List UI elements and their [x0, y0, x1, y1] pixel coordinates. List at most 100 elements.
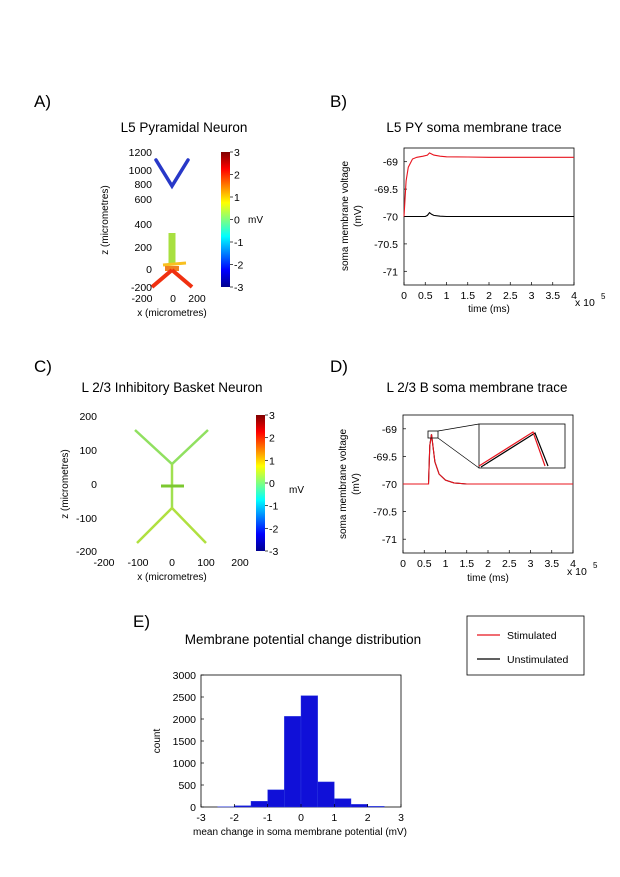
- panel-d-title: L 2/3 B soma membrane trace: [386, 380, 567, 395]
- a-x-tick-label: 0: [170, 293, 176, 305]
- panel-e-x-ticks: -3 -2 -1 0 1 2 3: [196, 804, 404, 824]
- a-colorbar-tick-label: 0: [234, 215, 240, 227]
- histogram-bar: [234, 805, 252, 808]
- c-y-tick-label: -200: [76, 546, 97, 558]
- d-x-tick-label: 2: [485, 558, 491, 570]
- panel-a-xlabel: x (micrometres): [137, 308, 206, 319]
- panel-e-title: Membrane potential change distribution: [185, 632, 421, 647]
- panel-d-zoom-inset: [427, 423, 566, 469]
- b-y-tick-label: -69.5: [374, 184, 398, 196]
- b-x-tick-label: 1: [444, 290, 450, 302]
- d-x-tick-label: 3: [528, 558, 534, 570]
- panel-b-y-ticks: -69 -69.5 -70 -70.5 -71: [374, 157, 407, 278]
- panel-b-title: L5 PY soma membrane trace: [386, 120, 561, 135]
- inset-unstimulated-line: [480, 432, 549, 468]
- histogram-bar: [317, 781, 335, 808]
- a-y-tick-label: 0: [146, 264, 152, 276]
- panel-c-xlabel: x (micrometres): [137, 572, 206, 583]
- histogram-bar: [267, 789, 285, 808]
- panel-d-exponent-base: x 10: [567, 566, 587, 578]
- panel-c-ylabel: z (micrometres): [60, 449, 71, 518]
- panel-e-label: E): [133, 612, 150, 631]
- e-y-tick-label: 3000: [173, 670, 197, 682]
- a-y-tick-label: 800: [134, 179, 152, 191]
- e-x-tick-label: 0: [298, 812, 304, 824]
- e-y-tick-label: 500: [178, 780, 196, 792]
- legend-box: [466, 615, 585, 676]
- panel-b-exponent-power: 5: [601, 292, 606, 301]
- histogram-bar: [350, 804, 368, 808]
- b-x-tick-label: 2.5: [503, 290, 518, 302]
- panel-d: D) L 2/3 B soma membrane trace -69 -69.5 -…: [330, 357, 598, 584]
- panel-c-label: C): [34, 357, 52, 376]
- c-y-tick-label: 200: [79, 411, 97, 423]
- panel-c-colorbar-ticks: 3 2 1 0 -1 -2 -3: [265, 410, 278, 558]
- e-y-tick-label: 1500: [173, 736, 197, 748]
- b-y-tick-label: -70: [383, 212, 398, 224]
- panel-b-series: [403, 152, 574, 218]
- e-x-tick-label: 3: [398, 812, 404, 824]
- zoom-inset-box: [478, 423, 566, 469]
- panel-b-x-ticks: 0 0.5 1 1.5 2 2.5 3 3.5 4: [401, 282, 577, 302]
- b-x-tick-label: 2: [486, 290, 492, 302]
- b-y-tick-label: -70.5: [374, 239, 398, 251]
- d-y-tick-label: -71: [382, 534, 397, 546]
- d-y-tick-label: -69.5: [373, 451, 397, 463]
- panel-c-title: L 2/3 Inhibitory Basket Neuron: [81, 380, 262, 395]
- b-x-tick-label: 3.5: [545, 290, 560, 302]
- panel-a-colorbar: [221, 152, 230, 287]
- b-series-stimulated: [403, 152, 574, 217]
- panel-b-ylabel: soma membrane voltage: [340, 161, 351, 271]
- panel-c-colorbar: [256, 415, 265, 551]
- panel-b-exponent-base: x 10: [575, 297, 595, 309]
- e-y-tick-label: 2500: [173, 692, 197, 704]
- e-x-tick-label: 2: [365, 812, 371, 824]
- inset-stimulated-line: [478, 431, 546, 467]
- c-colorbar-tick-label: 2: [269, 433, 275, 445]
- e-y-tick-label: 1000: [173, 758, 197, 770]
- b-x-tick-label: 0.5: [418, 290, 433, 302]
- panel-e-xlabel: mean change in soma membrane potential (…: [193, 827, 407, 838]
- a-colorbar-tick-label: -1: [234, 237, 243, 249]
- panel-e-histogram: [217, 695, 385, 808]
- e-y-tick-label: 0: [190, 802, 196, 814]
- panel-a-y-ticks: 1200 1000 800 600 400 200 0 -200: [129, 147, 153, 294]
- c-x-tick-label: -200: [93, 557, 114, 569]
- panel-c-x-ticks: -200 -100 0 100 200: [93, 557, 248, 569]
- d-y-tick-label: -69: [382, 424, 397, 436]
- a-y-tick-label: 600: [134, 194, 152, 206]
- b-y-tick-label: -69: [383, 157, 398, 169]
- panel-c-colorbar-unit: mV: [289, 485, 304, 496]
- panel-d-series: [403, 434, 573, 485]
- a-y-tick-label: 1200: [129, 147, 153, 159]
- d-series-stimulated: [403, 434, 573, 485]
- d-x-tick-label: 2.5: [502, 558, 517, 570]
- panel-e-y-ticks: 3000 2500 2000 1500 1000 500 0: [173, 670, 204, 814]
- legend-unstimulated-label: Unstimulated: [507, 654, 568, 666]
- panel-b-xlabel: time (ms): [468, 304, 510, 315]
- panel-d-y-ticks: -69 -69.5 -70 -70.5 -71: [373, 424, 406, 546]
- panel-b: B) L5 PY soma membrane trace -69 -69.5 -70…: [330, 92, 606, 315]
- panel-b-ylabel-unit: (mV): [353, 205, 364, 227]
- panel-e: E) Membrane potential change distributio…: [133, 612, 421, 838]
- e-x-tick-label: -2: [230, 812, 239, 824]
- b-y-tick-label: -71: [383, 266, 398, 278]
- a-x-tick-label: 200: [188, 293, 206, 305]
- panel-d-ylabel: soma membrane voltage: [338, 429, 349, 539]
- b-x-tick-label: 4: [571, 290, 577, 302]
- panel-a-x-ticks: -200 0 200: [131, 293, 205, 305]
- zoom-connector-top: [437, 423, 480, 432]
- legend: Stimulated Unstimulated: [466, 615, 585, 676]
- a-colorbar-tick-label: 2: [234, 170, 240, 182]
- panel-d-label: D): [330, 357, 348, 376]
- panel-a-colorbar-unit: mV: [248, 215, 263, 226]
- b-x-tick-label: 1.5: [460, 290, 475, 302]
- c-x-tick-label: 0: [169, 557, 175, 569]
- d-y-tick-label: -70: [382, 479, 397, 491]
- panel-d-x-ticks: 0 0.5 1 1.5 2 2.5 3 3.5 4: [400, 550, 576, 570]
- a-y-tick-label: -200: [131, 282, 152, 294]
- e-x-tick-label: -1: [263, 812, 272, 824]
- panel-e-ylabel: count: [152, 729, 163, 754]
- histogram-bar: [284, 716, 302, 808]
- c-x-tick-label: 100: [197, 557, 215, 569]
